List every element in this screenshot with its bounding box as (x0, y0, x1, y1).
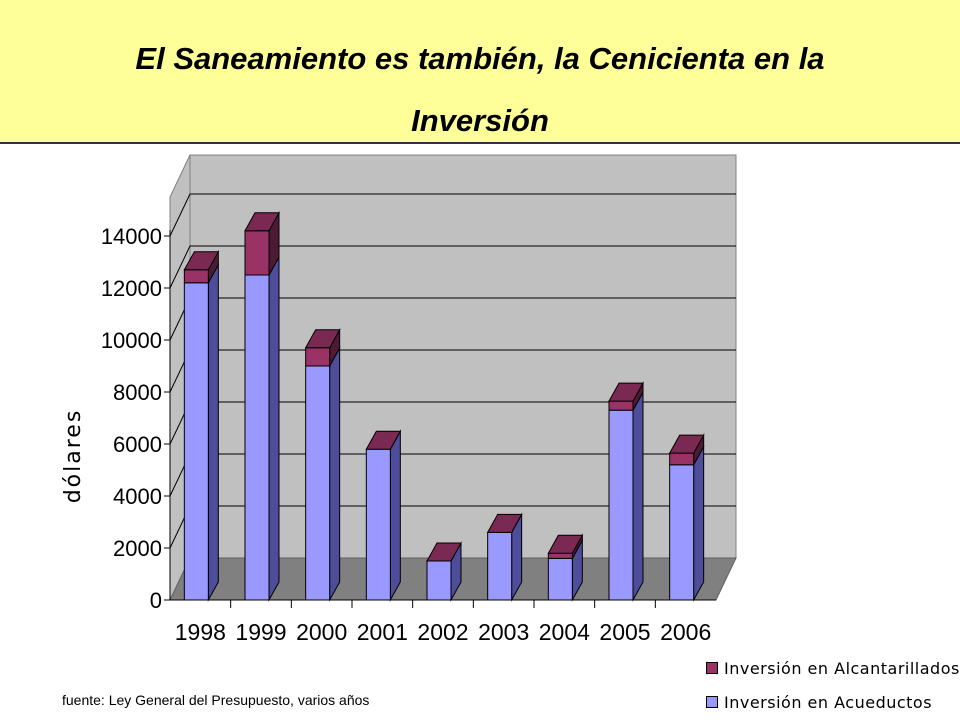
legend-swatch-alcantarillados (706, 662, 718, 674)
chart-title: El Saneamiento es también, la Cenicienta… (40, 28, 920, 152)
bar-acueductos (245, 275, 269, 600)
legend-item-acueductos: Inversión en Acueductos (706, 691, 960, 713)
x-tick-label: 2000 (296, 619, 347, 645)
legend: Inversión en Alcantarillados Inversión e… (706, 657, 960, 725)
legend-label-alcantarillados: Inversión en Alcantarillados (724, 659, 960, 678)
x-tick-label: 2005 (599, 619, 650, 645)
bar-alcantarillados (548, 553, 572, 558)
bar-alcantarillados (245, 231, 269, 275)
bar-alcantarillados (609, 401, 633, 410)
bar-acueductos (609, 410, 633, 600)
title-banner: El Saneamiento es también, la Cenicienta… (0, 0, 960, 144)
x-tick-label: 2004 (539, 619, 590, 645)
title-line-2: Inversión (40, 90, 920, 152)
bar-alcantarillados (184, 270, 208, 283)
y-tick-label: 0 (150, 588, 162, 613)
bar-acueductos (670, 465, 694, 600)
bar-acueductos-side (390, 431, 400, 600)
y-tick-label: 10000 (101, 328, 162, 353)
title-line-1: El Saneamiento es también, la Cenicienta… (40, 28, 920, 90)
legend-item-alcantarillados: Inversión en Alcantarillados (706, 657, 960, 679)
y-tick-label: 8000 (113, 380, 162, 405)
y-axis-label: dólares (61, 409, 86, 504)
bar-acueductos-side (633, 392, 643, 600)
y-tick-label: 6000 (113, 432, 162, 457)
bar-acueductos-side (330, 348, 340, 600)
bar-chart: 0 2000 4000 6000 8000 10000 12000 14000 1998 199… (0, 144, 960, 664)
bar-acueductos (488, 532, 512, 600)
x-tick-label: 1998 (175, 619, 226, 645)
bar-acueductos-side (208, 265, 218, 600)
legend-label-acueductos: Inversión en Acueductos (724, 693, 932, 712)
bar-acueductos-side (269, 257, 279, 600)
y-tick-label: 12000 (101, 276, 162, 301)
bar-acueductos (306, 366, 330, 600)
x-tick-label: 1999 (235, 619, 286, 645)
x-tick-label: 2001 (357, 619, 408, 645)
bar-alcantarillados (670, 453, 694, 465)
x-tick-label: 2006 (660, 619, 711, 645)
bar-acueductos (548, 558, 572, 600)
y-tick-label: 2000 (113, 536, 162, 561)
bar-acueductos-side (694, 447, 704, 600)
bar-alcantarillados (306, 348, 330, 366)
y-tick-label: 14000 (101, 224, 162, 249)
bar-acueductos (366, 449, 390, 600)
legend-swatch-acueductos (706, 696, 718, 708)
bar-acueductos (184, 283, 208, 600)
source-note: fuente: Ley General del Presupuesto, var… (62, 692, 369, 708)
x-tick-label: 2002 (417, 619, 468, 645)
y-tick-label: 4000 (113, 484, 162, 509)
bar-acueductos (427, 561, 451, 600)
x-tick-label: 2003 (478, 619, 529, 645)
